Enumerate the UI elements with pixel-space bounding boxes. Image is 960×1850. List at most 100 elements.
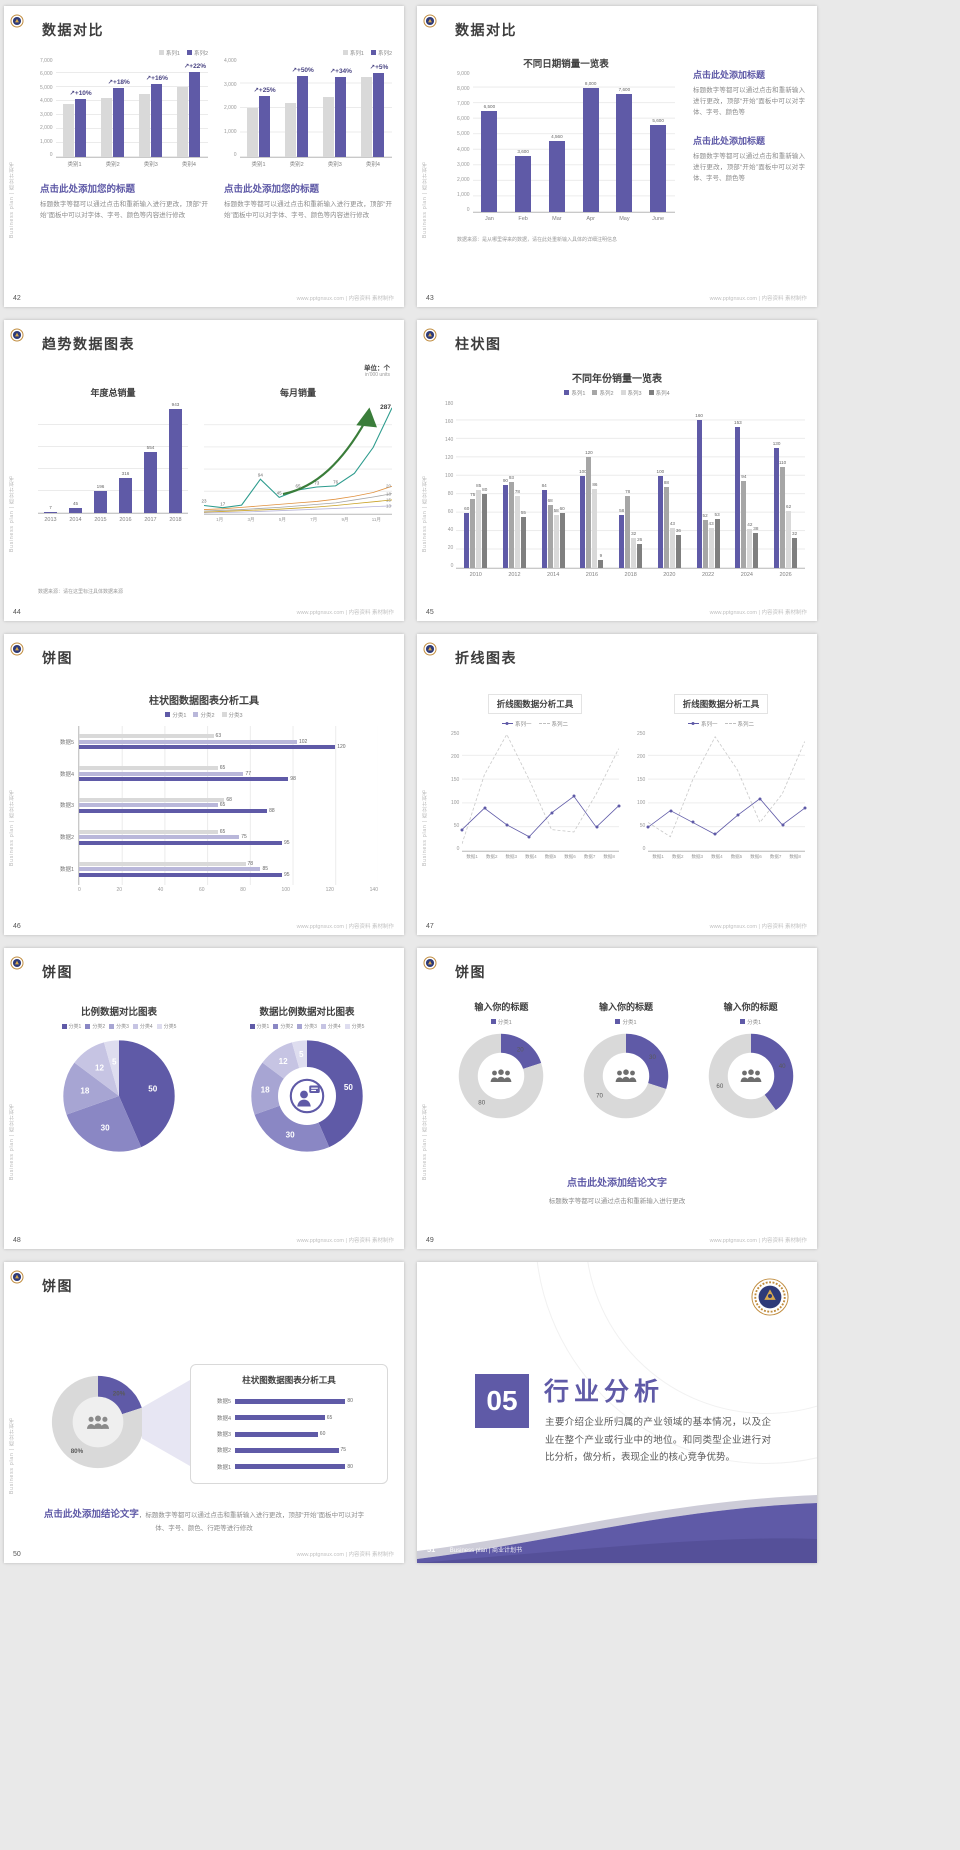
people-icon: [50, 1374, 146, 1470]
line-chart-left: 250 200 150 100 50 0 数据1 数据2 数据3 数据4 数据5 数据6 数据7 数据8: [451, 732, 621, 862]
people-icon: [707, 1032, 795, 1120]
chart-legend: 系列一 系列二: [637, 719, 805, 728]
sidebar-brand-text: Business plan | 商业计划书: [9, 1416, 15, 1494]
page-number: 48: [13, 1237, 21, 1244]
slide-44[interactable]: Business plan | 商业计划书 趋势数据图表 单位：个 in'000…: [4, 320, 404, 621]
slide-49[interactable]: Business plan | 商业计划书 饼图 输入你的标题 分类1 20 80…: [417, 948, 817, 1249]
slide-title: 饼图: [42, 964, 73, 980]
page-number: 46: [13, 923, 21, 930]
donut-chart: 20% 80%: [50, 1374, 146, 1470]
slide-title: 数据对比: [455, 22, 517, 38]
people-icon: [582, 1032, 670, 1120]
page-number: 44: [13, 609, 21, 616]
sidebar-brand-text: Business plan | 商业计划书: [9, 1102, 15, 1180]
conclusion-body: ，标题数字等都可以通过点击和重新输入进行更改，顶部“开始”面板中可以对字体、字号…: [138, 1512, 365, 1533]
charts-row: 系列1 系列2 7,000 6,000 5,000 4,000 3,000 2,000 1,0…: [40, 48, 392, 221]
unit-cn: 单位：个: [364, 365, 390, 372]
svg-text:30: 30: [286, 1131, 296, 1140]
brand-logo-icon: [10, 642, 24, 656]
svg-text:80: 80: [479, 1100, 486, 1107]
footer-text: www.pptgnsux.com | 内容资料 素材制作: [709, 1238, 807, 1244]
slide-title: 饼图: [42, 1278, 73, 1294]
bar-chart-sales: 9,000 8,000 7,000 6,000 5,000 4,000 3,000 2,000…: [457, 72, 675, 224]
brand-logo-icon: [423, 642, 437, 656]
bar-chart-right: 4,000 3,000 2,000 1,000 0 ↗+25% ↗+50% ↗+34% ↗+5%…: [224, 59, 392, 169]
slide-title: 饼图: [455, 964, 486, 980]
slide-42[interactable]: Business plan | 商业计划书 数据对比 系列1 系列2 7,000 6…: [4, 6, 404, 307]
footer-text: www.pptgnsux.com | 内容资料 素材制作: [296, 924, 394, 930]
chart-legend: 分类1 分类2 分类3: [4, 710, 404, 719]
block-body: 标题数字等都可以通过点击和重新输入进行更改，顶部“开始”面板中可以对字体、字号、…: [693, 153, 805, 183]
brand-logo-icon: [10, 956, 24, 970]
brand-logo-icon: [10, 328, 24, 342]
section-description: 主要介绍企业所归属的产业领域的基本情况，以及企业在整个产业或行业中的地位。和同类…: [545, 1417, 771, 1464]
unit-label: 单位：个 in'000 units: [364, 362, 390, 378]
slide-46[interactable]: Business plan | 商业计划书 饼图 柱状图数据图表分析工具 分类1…: [4, 634, 404, 935]
brand-logo-icon: [423, 328, 437, 342]
slide-title: 趋势数据图表: [42, 336, 135, 352]
svg-text:60: 60: [716, 1083, 723, 1090]
slide-footer: 51 Business plan | 商业计划书: [427, 1539, 522, 1557]
chart-legend: 分类1 分类2 分类3 分类4 分类5: [32, 1022, 206, 1031]
chart-legend: 分类1: [694, 1017, 807, 1026]
line-chart-right: 250 200 150 100 50 0 数据1 数据2 数据3 数据4 数据5 数据6 数据7 数据8: [637, 732, 807, 862]
sidebar-brand-text: Business plan | 商业计划书: [422, 1102, 428, 1180]
chart-title: 折线图数据分析工具: [673, 694, 769, 714]
donut-chart: 20 80: [457, 1032, 545, 1120]
svg-text:5: 5: [299, 1050, 304, 1059]
page-number: 47: [426, 923, 434, 930]
charts-row: 输入你的标题 分类1 20 80 输入你的标题 分类1 30 70: [445, 1000, 807, 1120]
slide-48[interactable]: Business plan | 商业计划书 饼图 比例数据对比图表 分类1 分类2…: [4, 948, 404, 1249]
chart-title: 柱状图数据图表分析工具: [149, 696, 259, 707]
hbar-chart: 数据5 80 数据4 65 数据3 60 数据2 75 数据1 80: [216, 1398, 353, 1471]
slide-50[interactable]: Business plan | 商业计划书 饼图 20% 80% 柱状图数据图表分…: [4, 1262, 404, 1563]
footer-text: www.pptgnsux.com | 内容资料 素材制作: [296, 296, 394, 302]
chart-title: 输入你的标题: [599, 1002, 654, 1012]
slide-47[interactable]: Business plan | 商业计划书 折线图表 折线图数据分析工具 系列一…: [417, 634, 817, 935]
svg-text:50: 50: [344, 1083, 354, 1092]
svg-text:18: 18: [261, 1085, 271, 1094]
brand-logo-icon: [10, 14, 24, 28]
chart-legend: 分类1 分类2 分类3 分类4 分类5: [220, 1022, 394, 1031]
sidebar-brand-text: Business plan | 商业计划书: [422, 474, 428, 552]
funnel-shape: [142, 1380, 190, 1466]
slide-43[interactable]: Business plan | 商业计划书 数据对比 不同日期销量一览表 9,0…: [417, 6, 817, 307]
page-number: 50: [13, 1551, 21, 1558]
grouped-bar-chart: 180 160 140 120 100 80 60 40 20 0 60 75 85 80 90 93 78 55…: [445, 402, 805, 580]
horizontal-bar-chart: 数据5 63 102 120 数据4 65 77 98 数据3 68 65 88 数据2 65 75 95 数据…: [48, 726, 378, 894]
footer-text: www.pptgnsux.com | 内容资料 素材制作: [709, 610, 807, 616]
chart-legend: 分类1: [570, 1017, 683, 1026]
footer-text: www.pptgnsux.com | 内容资料 素材制作: [296, 1238, 394, 1244]
chart-legend: 分类1: [445, 1017, 558, 1026]
chart-title: 比例数据对比图表: [80, 1007, 157, 1018]
text-blocks: 点击此处添加标题 标题数字等都可以通过点击和重新输入进行更改，顶部“开始”面板中…: [693, 68, 805, 200]
chart-title: 每月销量: [279, 388, 316, 398]
block-body: 标题数字等都可以通过点击和重新输入进行更改，顶部“开始”面板中可以对字体、字号、…: [224, 201, 392, 220]
brand-logo-icon: [423, 956, 437, 970]
section-title: 行业分析: [544, 1378, 665, 1406]
sidebar-brand-text: Business plan | 商业计划书: [422, 788, 428, 866]
charts-row: 比例数据对比图表 分类1 分类2 分类3 分类4 分类5 50 30 18 12 5 数据比例数…: [32, 1004, 394, 1154]
slide-45[interactable]: Business plan | 商业计划书 柱状图 不同年份销量一览表 系列1 系…: [417, 320, 817, 621]
sidebar-brand-text: Business plan | 商业计划书: [9, 474, 15, 552]
svg-text:20: 20: [517, 1047, 524, 1054]
page-number: 43: [426, 295, 434, 302]
sidebar-brand-text: Business plan | 商业计划书: [9, 788, 15, 866]
conclusion-block: 点击此处添加结论文字 标题数字等都可以通过点击和重新输入进行更改: [417, 1174, 817, 1207]
bar-chart-annual: 7 45 196 316 554 943 2013 2014 2015 2016 2017 2018: [38, 402, 188, 525]
donut-chart: 40 60: [707, 1032, 795, 1120]
block-heading: 点击此处添加您的标题: [224, 184, 320, 195]
footer-text: www.pptgnsux.com | 内容资料 素材制作: [296, 610, 394, 616]
slide-51[interactable]: 05 行业分析 主要介绍企业所归属的产业领域的基本情况，以及企业在整个产业或行业…: [417, 1262, 817, 1563]
chart-legend: 系列一 系列二: [451, 719, 619, 728]
line-chart-monthly: 23 17 94 45 65 73 76 287 20 18 15 13 1月 3月 5月 7月 9月 11月: [201, 403, 392, 522]
bar-chart-left: 7,000 6,000 5,000 4,000 3,000 2,000 1,000 0 ↗+10…: [40, 58, 208, 168]
presenter-icon: [249, 1038, 365, 1154]
data-source-note: 数据来源：请在这里标注具体数据来源: [38, 589, 124, 595]
sidebar-brand-text: Business plan | 商业计划书: [422, 160, 428, 238]
page-number: 51: [427, 1545, 436, 1554]
page-number: 49: [426, 1237, 434, 1244]
conclusion-heading: 点击此处添加结论文字: [567, 1178, 667, 1189]
conclusion-heading: 点击此处添加结论文字: [43, 1509, 139, 1520]
